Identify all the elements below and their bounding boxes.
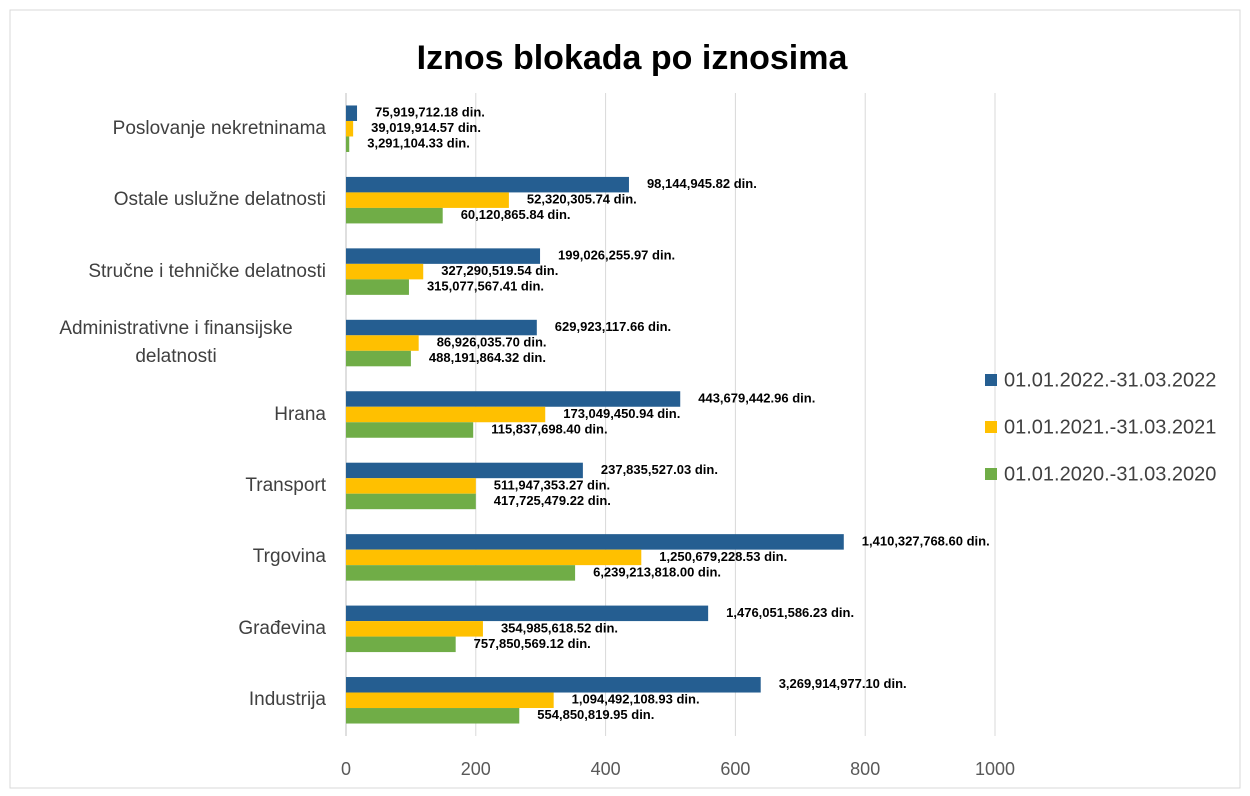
data-label: 1,094,492,108.93 din. (572, 692, 700, 707)
bar (346, 621, 483, 637)
data-label: 3,291,104.33 din. (367, 136, 470, 151)
bar (346, 105, 358, 121)
bar (346, 493, 476, 510)
legend-label: 01.01.2022.-31.03.2022 (1004, 369, 1216, 391)
data-label: 315,077,567.41 din. (427, 279, 544, 294)
y-tick-label: Poslovanje nekretninama (112, 117, 326, 139)
data-label: 6,239,213,818.00 din. (593, 564, 721, 579)
category-label-box: Industrija (26, 686, 326, 714)
legend-label: 01.01.2021.-31.03.2021 (1004, 416, 1216, 438)
data-label: 327,290,519.54 din. (441, 263, 558, 278)
data-label: 629,923,117.66 din. (555, 319, 671, 334)
bar (346, 136, 350, 152)
bar (346, 692, 554, 709)
x-tick-label: 200 (461, 759, 491, 779)
data-label: 86,926,035.70 din. (437, 334, 547, 349)
data-label: 173,049,450.94 din. (563, 406, 680, 421)
data-label: 237,835,527.03 din. (601, 462, 718, 477)
bar (346, 708, 520, 724)
x-tick-label: 600 (720, 759, 750, 779)
y-tick-label: Građevina (238, 617, 326, 639)
x-tick-label: 400 (591, 759, 621, 779)
category-label-box: Transport (26, 472, 326, 500)
bar (346, 350, 411, 367)
x-tick-label: 1000 (975, 759, 1015, 779)
bar (346, 319, 537, 336)
data-label: 443,679,442.96 din. (698, 390, 815, 405)
y-tick-label: Industrija (248, 689, 326, 711)
bar (346, 462, 583, 479)
data-label: 3,269,914,977.10 din. (779, 676, 907, 691)
data-label: 199,026,255.97 din. (558, 248, 675, 263)
data-label: 98,144,945.82 din. (647, 176, 757, 191)
category-label-box: Stručne i tehničke delatnosti (26, 258, 326, 286)
category-label-box: Ostale uslužne delatnosti (26, 186, 326, 214)
data-label: 75,919,712.18 din. (375, 105, 485, 120)
legend-label: 01.01.2020.-31.03.2020 (1004, 463, 1216, 485)
bar (346, 120, 354, 137)
bar (346, 263, 424, 280)
chart-title: Iznos blokada po iznosima (417, 39, 849, 77)
y-tick-label: Administrativne i finansijske delatnosti (59, 318, 293, 368)
bar (346, 248, 541, 264)
y-tick-label: Ostale uslužne delatnosti (113, 189, 326, 211)
bar (346, 565, 576, 581)
category-label-box: Građevina (26, 615, 326, 643)
bar (346, 406, 546, 423)
category-label-box: Trgovina (26, 543, 326, 571)
y-tick-label: Trgovina (252, 546, 326, 568)
x-tick-label: 800 (850, 759, 880, 779)
data-label: 488,191,864.32 din. (429, 350, 546, 365)
data-label: 554,850,819.95 din. (537, 707, 654, 722)
y-tick-label: Transport (245, 474, 326, 496)
data-label: 52,320,305.74 din. (527, 192, 637, 207)
bar (346, 422, 474, 438)
bar (346, 391, 681, 407)
category-label-box: Hrana (26, 401, 326, 429)
bar (346, 176, 629, 193)
legend-swatch (985, 374, 997, 386)
bar (346, 677, 761, 693)
category-label-box: Poslovanje nekretninama (26, 115, 326, 143)
bar (346, 549, 642, 566)
bar (346, 279, 409, 295)
data-label: 757,850,569.12 din. (474, 636, 591, 651)
bar (346, 605, 709, 622)
legend-swatch (985, 468, 997, 480)
bar (346, 192, 509, 208)
data-label: 511,947,353.27 din. (494, 477, 610, 492)
x-tick-label: 0 (341, 759, 351, 779)
category-label-box: Administrativne i finansijske delatnosti (26, 315, 326, 371)
bar (346, 534, 844, 550)
data-label: 1,476,051,586.23 din. (726, 605, 854, 620)
bar (346, 335, 419, 351)
bar (346, 478, 476, 494)
bar (346, 636, 456, 653)
y-tick-label: Stručne i tehničke delatnosti (88, 260, 326, 282)
data-label: 417,725,479.22 din. (494, 493, 611, 508)
y-tick-label: Hrana (274, 403, 326, 425)
legend-swatch (985, 421, 997, 433)
data-label: 115,837,698.40 din. (491, 421, 607, 436)
data-label: 60,120,865.84 din. (461, 207, 571, 222)
data-label: 354,985,618.52 din. (501, 620, 618, 635)
data-label: 39,019,914.57 din. (371, 120, 481, 135)
data-label: 1,410,327,768.60 din. (862, 533, 990, 548)
bar (346, 207, 443, 224)
data-label: 1,250,679,228.53 din. (659, 549, 787, 564)
